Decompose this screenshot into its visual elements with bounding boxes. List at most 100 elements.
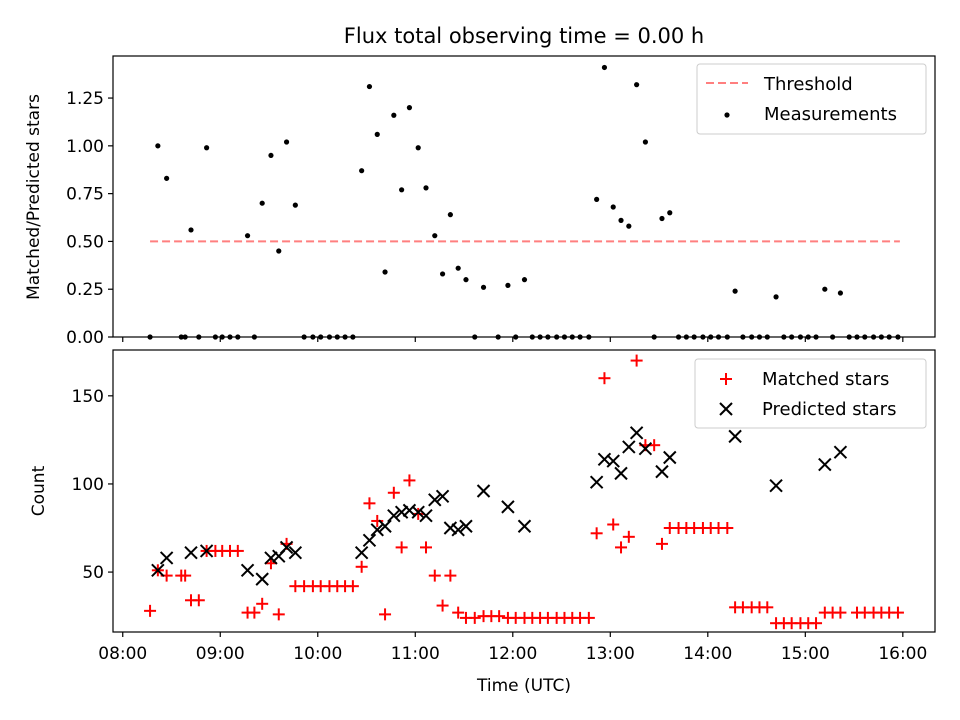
measurement-point <box>878 334 884 340</box>
measurement-point <box>618 217 624 223</box>
measurement-point <box>227 334 233 340</box>
measurement-point <box>626 223 632 229</box>
measurement-point <box>178 334 184 340</box>
measurement-point <box>374 131 380 137</box>
measurement-point <box>789 334 795 340</box>
x-tick-label: 13:00 <box>586 644 635 664</box>
predicted-point <box>362 533 377 548</box>
measurement-point <box>813 334 819 340</box>
predicted-point <box>387 508 401 523</box>
measurement-point <box>764 334 770 340</box>
predicted-point <box>419 508 433 523</box>
measurement-point <box>391 112 397 118</box>
matched-point <box>272 608 285 621</box>
measurement-point <box>480 284 487 290</box>
matched-point <box>891 606 904 619</box>
matched-point <box>622 530 635 543</box>
matched-point <box>493 610 506 623</box>
measurement-point <box>870 334 877 340</box>
x-tick-label: 09:00 <box>196 644 245 664</box>
top-y-axis-ticks: 0.00 0.25 0.50 0.75 1.00 1.25 <box>66 89 113 348</box>
matched-point <box>582 611 595 624</box>
predicted-point <box>354 545 369 560</box>
matched-point <box>192 594 205 607</box>
legend-predicted-swatch <box>719 402 733 416</box>
measurement-point <box>350 334 356 340</box>
measurement-point <box>659 215 665 222</box>
top-y-tick-label: 0.25 <box>66 280 104 300</box>
measurement-point <box>846 334 852 340</box>
measurement-point <box>586 334 592 340</box>
measurement-point <box>577 334 583 340</box>
predicted-point <box>606 454 620 468</box>
matched-point <box>810 617 823 630</box>
predicted-point <box>614 466 628 481</box>
matched-point <box>834 606 847 619</box>
top-y-tick-label: 1.00 <box>66 137 104 157</box>
matched-point <box>607 518 620 531</box>
measurement-point <box>447 212 453 218</box>
top-y-axis-label: Matched/Predicted stars <box>24 94 44 300</box>
measurement-point <box>651 334 657 340</box>
measurement-point <box>822 286 828 292</box>
measurement-point <box>781 334 787 340</box>
matched-point <box>379 608 392 621</box>
measurement-point <box>188 227 194 233</box>
predicted-point <box>255 572 269 586</box>
measurement-point <box>700 334 706 340</box>
legend-matched-swatch <box>720 373 732 385</box>
top-x-axis-ticks <box>122 337 904 342</box>
x-axis-label: Time (UTC) <box>476 676 571 696</box>
predicted-point <box>264 551 278 565</box>
measurement-point <box>182 334 188 340</box>
measurement-point <box>259 200 265 206</box>
matched-point <box>452 606 465 619</box>
measurement-point <box>382 269 388 275</box>
predicted-point <box>451 523 465 537</box>
predicted-point <box>459 519 473 533</box>
measurement-point <box>862 334 868 340</box>
matched-point <box>371 514 384 527</box>
matched-point <box>615 541 628 554</box>
measurement-point <box>740 334 746 340</box>
measurement-point <box>895 334 901 340</box>
measurement-point <box>529 334 535 340</box>
measurement-point <box>204 145 210 151</box>
matched-point <box>444 569 457 582</box>
measurement-point <box>886 334 892 340</box>
measurement-point <box>310 334 316 340</box>
measurement-point <box>472 334 478 340</box>
predicted-point <box>818 457 832 472</box>
x-tick-label: 08:00 <box>98 644 147 664</box>
x-tick-label: 15:00 <box>781 644 830 664</box>
measurement-point <box>561 334 568 340</box>
predicted-point <box>370 523 384 537</box>
x-tick-label: 10:00 <box>293 644 342 664</box>
measurement-point <box>334 334 340 340</box>
measurement-point <box>359 168 365 174</box>
measurement-point <box>505 282 511 288</box>
measurement-point <box>399 187 405 193</box>
measurement-point <box>675 334 682 340</box>
top-legend: Threshold Measurements <box>696 63 927 135</box>
matched-point <box>395 541 408 554</box>
predicted-point <box>663 450 677 465</box>
legend-measurements-label: Measurements <box>764 104 897 125</box>
legend-matched-label: Matched stars <box>762 369 889 390</box>
measurement-point <box>366 83 373 90</box>
measurement-point <box>837 290 844 296</box>
measurement-point <box>537 334 543 340</box>
top-y-tick-label: 0.75 <box>66 185 104 205</box>
measurement-point <box>318 334 324 340</box>
predicted-point <box>655 464 669 479</box>
matched-point <box>420 541 433 554</box>
predicted-point <box>638 441 653 456</box>
chart-title: Flux total observing time = 0.00 h <box>344 24 704 48</box>
measurement-point <box>513 334 519 340</box>
measurement-point <box>805 334 811 340</box>
predicted-point <box>622 440 636 454</box>
measurement-point <box>642 139 648 145</box>
legend-threshold-label: Threshold <box>763 74 853 95</box>
bottom-y-tick-label: 100 <box>72 475 104 495</box>
matched-point <box>590 527 603 540</box>
